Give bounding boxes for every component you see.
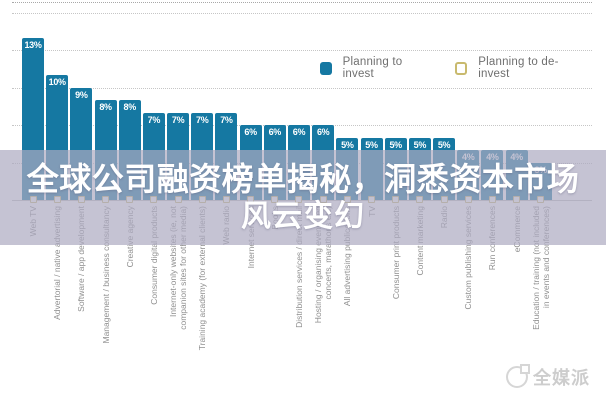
- bar-value-label: 5%: [389, 139, 402, 150]
- headline-line1: 全球公司融资榜单揭秘，洞悉资本市场: [26, 161, 580, 197]
- bar-value-label: 7%: [171, 114, 185, 125]
- gridline: [12, 12, 592, 14]
- gridline: [12, 50, 592, 51]
- gridline: [12, 2, 592, 3]
- bar-value-label: 5%: [437, 139, 451, 150]
- legend-item-invest: Planning to invest: [320, 56, 427, 80]
- bar-value-label: 10%: [48, 77, 66, 87]
- deinvest-swatch-icon: [455, 61, 468, 75]
- bar-value-label: 9%: [75, 89, 88, 100]
- bar-value-label: 5%: [413, 139, 427, 150]
- legend-deinvest-label: Planning to de-invest: [478, 56, 559, 80]
- bar-value-label: 8%: [99, 102, 112, 112]
- bar-value-label: 13%: [24, 39, 42, 50]
- invest-swatch-icon: [320, 61, 332, 75]
- watermark-mascot-icon: [506, 364, 530, 388]
- watermark-text: 全媒派: [533, 368, 590, 388]
- bar-value-label: 7%: [196, 114, 209, 125]
- bar-value-label: 6%: [244, 127, 257, 137]
- bar-value-label: 6%: [292, 127, 306, 137]
- chart-legend: Planning to invest Planning to de-invest: [320, 56, 606, 80]
- bar-value-label: 5%: [341, 139, 354, 150]
- bar-value-label: 5%: [365, 139, 378, 150]
- bar-value-label: 7%: [220, 114, 233, 125]
- watermark: 全媒派: [506, 364, 590, 390]
- bar-value-label: 6%: [268, 127, 282, 137]
- headline-overlay: 全球公司融资榜单揭秘，洞悉资本市场 风云变幻: [0, 150, 606, 245]
- headline-line2: 风云变幻: [241, 200, 365, 233]
- bar-value-label: 6%: [316, 127, 330, 137]
- bar-value-label: 8%: [123, 102, 137, 112]
- legend-item-deinvest: Planning to de-invest: [455, 56, 578, 80]
- bar-value-label: 7%: [147, 114, 161, 125]
- gridline: [12, 87, 592, 89]
- legend-invest-label: Planning to invest: [342, 56, 403, 80]
